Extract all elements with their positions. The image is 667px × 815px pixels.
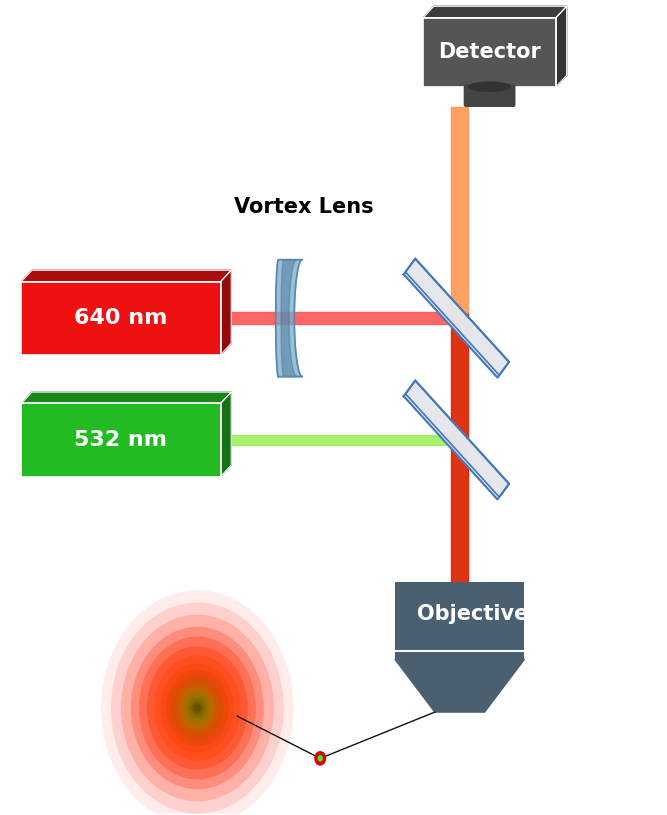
Circle shape [189,698,206,719]
Polygon shape [395,659,524,712]
Polygon shape [404,258,509,377]
Circle shape [147,646,248,769]
Circle shape [314,751,326,765]
Polygon shape [221,392,231,477]
Polygon shape [281,260,297,377]
Text: Objective: Objective [418,604,529,624]
Text: 640 nm: 640 nm [74,308,167,328]
Bar [395,582,524,659]
Polygon shape [21,271,231,282]
Circle shape [191,701,203,716]
Circle shape [131,627,263,789]
Circle shape [317,756,323,762]
Circle shape [193,703,201,713]
Polygon shape [275,260,302,377]
Text: Vortex Lens: Vortex Lens [234,197,374,218]
Circle shape [166,670,229,747]
Circle shape [171,676,224,741]
Circle shape [196,707,199,710]
Bar [423,18,556,86]
Circle shape [111,602,283,813]
Polygon shape [21,392,231,403]
Bar [21,403,221,477]
Circle shape [154,655,241,761]
Circle shape [186,694,209,722]
Polygon shape [423,7,567,18]
Text: 532 nm: 532 nm [75,430,167,450]
Circle shape [139,637,255,779]
Text: Detector: Detector [438,42,541,62]
Circle shape [161,663,234,753]
Polygon shape [406,381,509,497]
Circle shape [175,681,219,735]
Circle shape [183,690,212,726]
FancyBboxPatch shape [464,84,516,107]
Circle shape [121,615,273,801]
Circle shape [179,686,215,730]
Circle shape [195,705,200,711]
Bar [21,282,221,355]
Polygon shape [221,271,231,355]
Polygon shape [404,381,509,500]
Polygon shape [406,258,509,375]
Ellipse shape [468,82,511,92]
Circle shape [101,590,293,815]
Polygon shape [556,7,567,86]
